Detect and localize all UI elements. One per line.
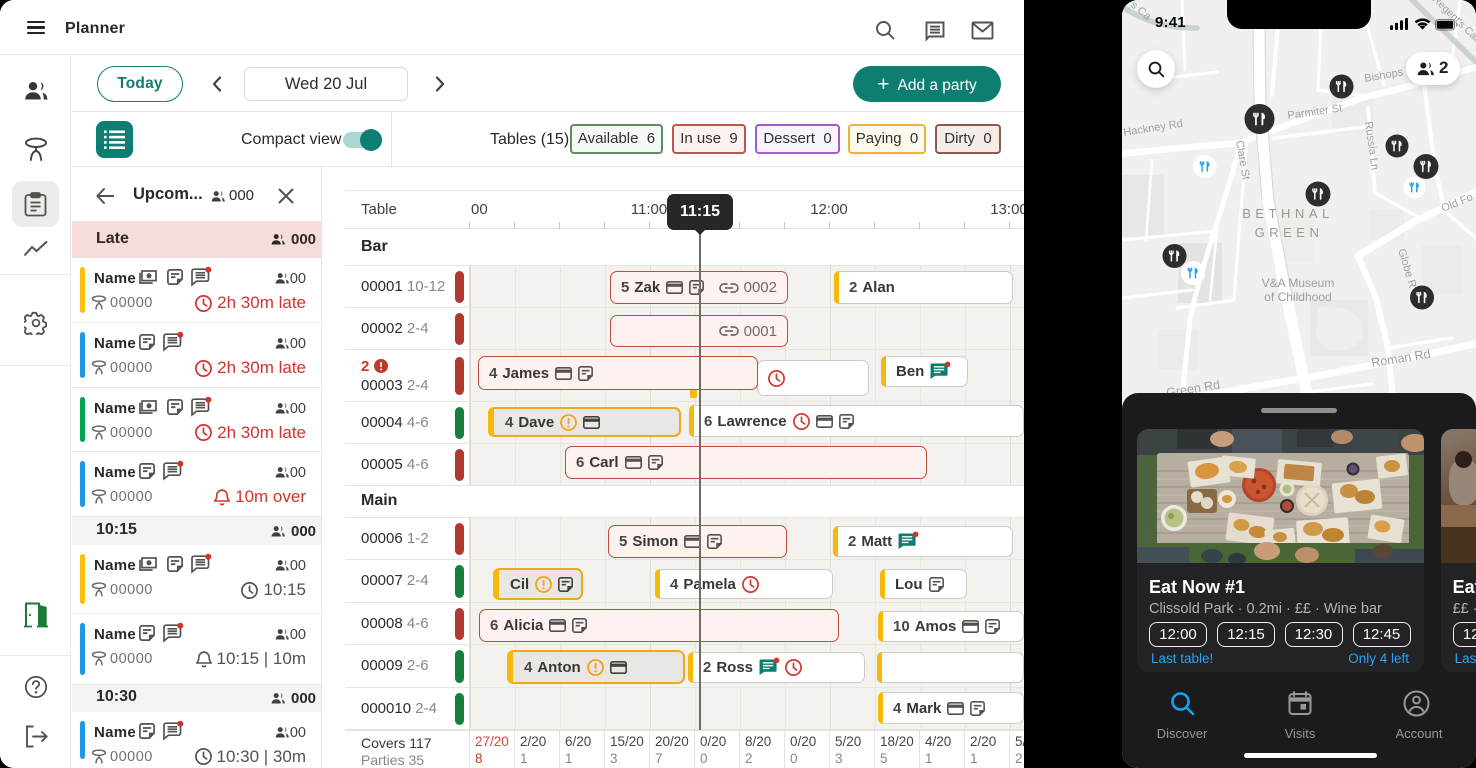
svg-text:of Childhood: of Childhood bbox=[1264, 290, 1331, 304]
svg-text:GREEN: GREEN bbox=[1255, 225, 1324, 240]
svg-text:V&A Museum: V&A Museum bbox=[1262, 276, 1335, 290]
svg-text:BETHNAL: BETHNAL bbox=[1242, 206, 1333, 221]
